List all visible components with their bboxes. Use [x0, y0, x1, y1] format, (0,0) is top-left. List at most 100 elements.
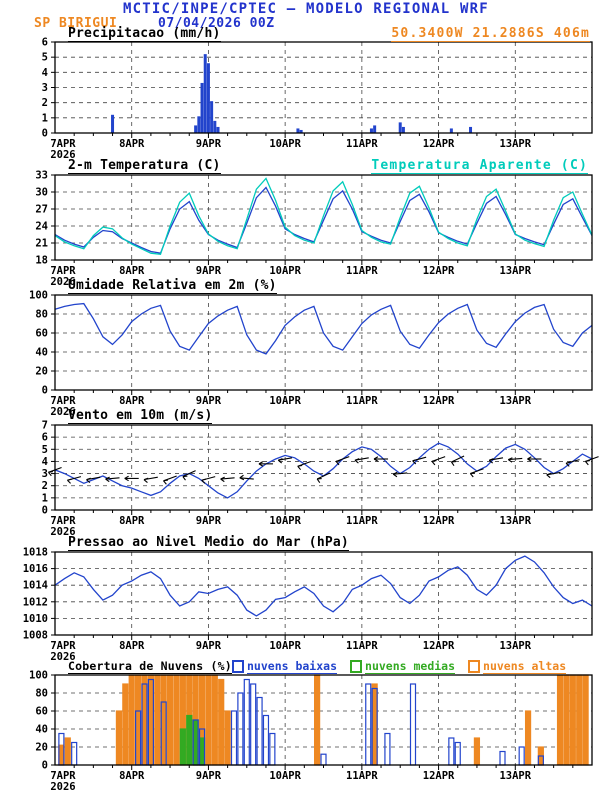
- mid-clouds-label: nuvens medias: [365, 659, 456, 674]
- svg-text:7APR: 7APR: [50, 138, 76, 150]
- svg-text:9APR: 9APR: [196, 770, 222, 782]
- svg-text:11APR: 11APR: [346, 265, 378, 277]
- svg-text:2026: 2026: [50, 149, 75, 161]
- svg-text:1016: 1016: [23, 563, 48, 575]
- legend-item-mid-clouds: nuvens medias: [350, 659, 456, 674]
- svg-text:2: 2: [42, 480, 48, 492]
- svg-text:1008: 1008: [23, 630, 48, 642]
- svg-text:60: 60: [35, 706, 48, 718]
- svg-text:8APR: 8APR: [119, 770, 145, 782]
- svg-text:20: 20: [35, 366, 48, 378]
- svg-text:80: 80: [35, 309, 48, 321]
- wind-barbs: [48, 455, 599, 485]
- svg-text:5: 5: [42, 444, 48, 456]
- panel-clouds: 0 20 40 60 80 100 7APR 8APR 9APR 10APR 11APR 12APR 1…: [29, 670, 593, 792]
- svg-text:13APR: 13APR: [499, 640, 531, 652]
- svg-text:2026: 2026: [50, 781, 75, 792]
- svg-text:3: 3: [42, 82, 48, 94]
- svg-text:13APR: 13APR: [499, 138, 531, 150]
- svg-text:13APR: 13APR: [499, 395, 531, 407]
- svg-text:2026: 2026: [50, 276, 75, 288]
- panel-title-pressure: Pressao ao Nivel Medio do Mar (hPa): [68, 535, 349, 551]
- svg-text:2026: 2026: [50, 406, 75, 418]
- svg-text:7APR: 7APR: [50, 640, 76, 652]
- svg-text:12APR: 12APR: [423, 138, 455, 150]
- svg-text:1: 1: [42, 112, 48, 124]
- svg-text:11APR: 11APR: [346, 640, 378, 652]
- mid-clouds-swatch-icon: [350, 660, 363, 673]
- run-datetime: 07/04/2026 00Z: [158, 16, 275, 31]
- panel-pressure: 1008 1010 1012 1014 1016 1018 7APR 8APR 9APR 10AP…: [23, 547, 593, 663]
- svg-text:12APR: 12APR: [423, 265, 455, 277]
- svg-text:6: 6: [42, 37, 48, 49]
- svg-text:24: 24: [35, 221, 48, 233]
- panel-title-clouds: Cobertura de Nuvens (%): [68, 659, 232, 674]
- svg-text:33: 33: [35, 170, 48, 182]
- panel-title-temperature: 2-m Temperatura (C): [68, 158, 221, 174]
- svg-text:8APR: 8APR: [119, 515, 145, 527]
- panel-title-precipitation: Precipitacao (mm/h): [68, 26, 221, 42]
- low-clouds-swatch-icon: [232, 660, 244, 673]
- panel-temperature: 18 21 24 27 30 33 7APR 8APR 9APR 10APR 11APR 12APR 1…: [35, 170, 593, 288]
- svg-text:8APR: 8APR: [119, 395, 145, 407]
- svg-text:1018: 1018: [23, 547, 48, 559]
- svg-text:7APR: 7APR: [50, 515, 76, 527]
- svg-text:10APR: 10APR: [269, 515, 301, 527]
- svg-text:10APR: 10APR: [269, 770, 301, 782]
- low-clouds-label: nuvens baixas: [247, 659, 338, 674]
- svg-text:12APR: 12APR: [423, 395, 455, 407]
- svg-text:9APR: 9APR: [196, 395, 222, 407]
- svg-text:9APR: 9APR: [196, 515, 222, 527]
- svg-text:12APR: 12APR: [423, 770, 455, 782]
- svg-text:40: 40: [35, 347, 48, 359]
- svg-text:5: 5: [42, 52, 48, 64]
- svg-text:12APR: 12APR: [423, 640, 455, 652]
- svg-text:13APR: 13APR: [499, 265, 531, 277]
- svg-text:9APR: 9APR: [196, 640, 222, 652]
- svg-text:21: 21: [35, 238, 48, 250]
- svg-text:0: 0: [42, 760, 48, 772]
- svg-text:1014: 1014: [23, 580, 48, 592]
- legend-item-low-clouds: nuvens baixas: [232, 659, 338, 674]
- svg-text:10APR: 10APR: [269, 265, 301, 277]
- svg-text:60: 60: [35, 328, 48, 340]
- svg-text:100: 100: [29, 290, 48, 302]
- high-clouds-label: nuvens altas: [483, 659, 567, 674]
- svg-text:20: 20: [35, 742, 48, 754]
- svg-text:7: 7: [42, 420, 48, 432]
- svg-text:1012: 1012: [23, 596, 48, 608]
- page-title: MCTIC/INPE/CPTEC — MODELO REGIONAL WRF: [123, 1, 489, 17]
- high-clouds-swatch-icon: [468, 660, 481, 673]
- svg-text:3: 3: [42, 468, 48, 480]
- svg-text:13APR: 13APR: [499, 770, 531, 782]
- svg-text:6: 6: [42, 432, 48, 444]
- svg-text:2026: 2026: [50, 651, 75, 663]
- svg-text:11APR: 11APR: [346, 395, 378, 407]
- svg-text:2: 2: [42, 97, 48, 109]
- panel-title-humidity: Umidade Relativa em 2m (%): [68, 278, 277, 294]
- svg-text:0: 0: [42, 505, 48, 517]
- svg-text:18: 18: [35, 255, 48, 267]
- svg-text:8APR: 8APR: [119, 265, 145, 277]
- svg-text:40: 40: [35, 724, 48, 736]
- coordinates-label: 50.3400W 21.2886S 406m: [391, 26, 590, 42]
- svg-text:10APR: 10APR: [269, 138, 301, 150]
- svg-text:9APR: 9APR: [196, 138, 222, 150]
- panel-humidity: 0 20 40 60 80 100 7APR 8APR 9APR 10APR 11APR 12APR 1…: [29, 290, 593, 418]
- station-label: SP BIRIGUI: [34, 16, 118, 31]
- cloud-legend: nuvens baixas nuvens medias nuvens altas: [232, 659, 567, 674]
- svg-text:0: 0: [42, 128, 48, 140]
- svg-text:0: 0: [42, 385, 48, 397]
- svg-text:8APR: 8APR: [119, 640, 145, 652]
- svg-text:2026: 2026: [50, 526, 75, 538]
- svg-text:9APR: 9APR: [196, 265, 222, 277]
- svg-text:11APR: 11APR: [346, 770, 378, 782]
- svg-text:8APR: 8APR: [119, 138, 145, 150]
- svg-text:4: 4: [42, 67, 48, 79]
- svg-text:11APR: 11APR: [346, 515, 378, 527]
- svg-text:100: 100: [29, 670, 48, 682]
- svg-text:10APR: 10APR: [269, 640, 301, 652]
- svg-text:1010: 1010: [23, 613, 48, 625]
- svg-text:10APR: 10APR: [269, 395, 301, 407]
